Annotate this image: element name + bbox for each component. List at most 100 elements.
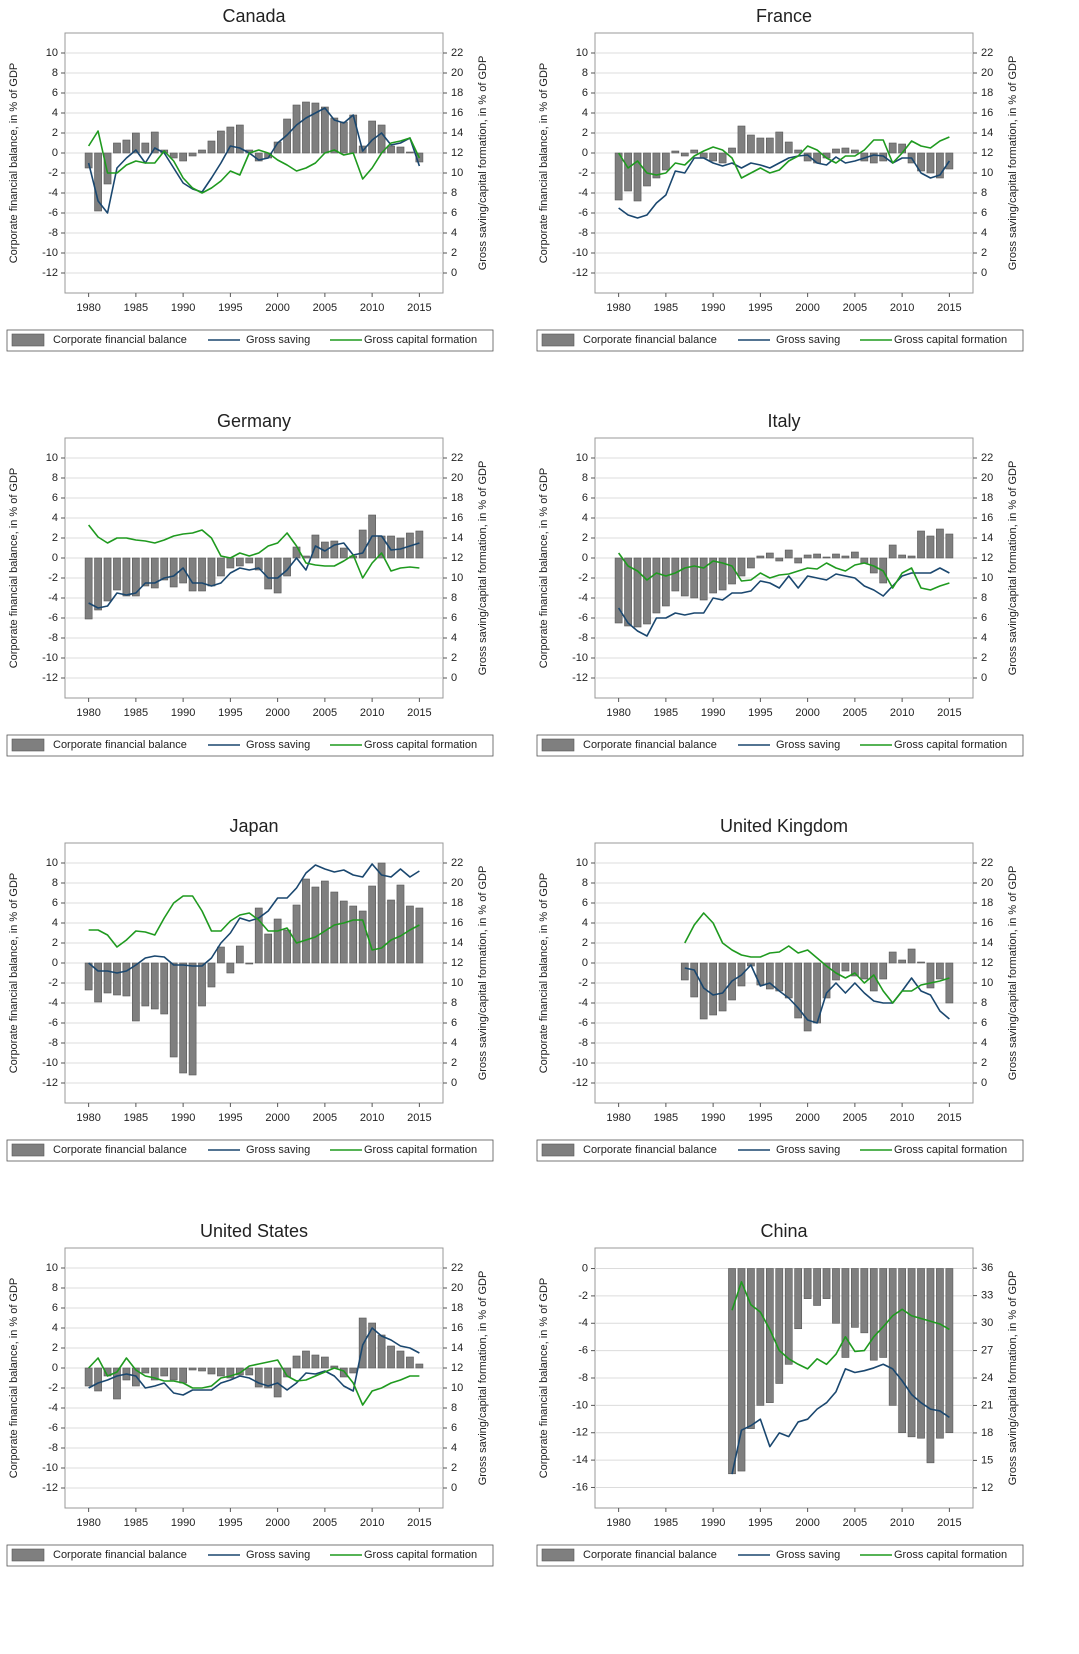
y2-tick-label: 16 bbox=[981, 512, 993, 524]
x-tick-label: 1990 bbox=[171, 1112, 195, 1124]
y-axis-title: Corporate financial balance, in % of GDP bbox=[538, 873, 550, 1074]
bar bbox=[150, 557, 159, 589]
y-tick-label: 6 bbox=[52, 1302, 58, 1314]
plot-area bbox=[594, 842, 974, 1104]
plot-area bbox=[64, 1247, 444, 1509]
x-tick-label: 2010 bbox=[890, 302, 914, 314]
y-tick-label: -2 bbox=[578, 1290, 588, 1302]
legend-box bbox=[6, 734, 494, 757]
bar bbox=[765, 552, 774, 559]
bar bbox=[150, 962, 159, 1010]
bar bbox=[339, 547, 348, 559]
y2-axis-title: Gross saving/capital formation, in % of … bbox=[1007, 461, 1019, 676]
chart-title: United States bbox=[200, 1221, 308, 1241]
y2-tick-label: 6 bbox=[981, 612, 987, 624]
bar bbox=[292, 104, 301, 154]
legend-label: Gross saving bbox=[246, 739, 310, 751]
chart-panel: Germany Corporate financial balance, in %… bbox=[6, 411, 494, 757]
bar bbox=[652, 152, 661, 179]
y-tick-label: 10 bbox=[46, 1262, 58, 1274]
bar bbox=[737, 125, 746, 154]
y2-tick-label: 16 bbox=[451, 512, 463, 524]
bar bbox=[377, 1334, 386, 1369]
y-tick-label: -12 bbox=[572, 1077, 588, 1089]
bar bbox=[302, 101, 310, 154]
y-tick-label: -8 bbox=[48, 227, 58, 239]
y2-tick-label: 20 bbox=[451, 1282, 463, 1294]
y-tick-label: 10 bbox=[576, 47, 588, 59]
y2-tick-label: 14 bbox=[451, 532, 463, 544]
bar bbox=[794, 557, 803, 564]
y2-tick-label: 2 bbox=[451, 1057, 457, 1069]
bar bbox=[926, 962, 935, 989]
y2-tick-label: 30 bbox=[981, 1317, 993, 1329]
y2-tick-label: 8 bbox=[451, 1402, 457, 1414]
x-tick-label: 1980 bbox=[606, 1517, 630, 1529]
line bbox=[88, 524, 420, 579]
bar bbox=[690, 557, 699, 599]
bar bbox=[122, 557, 131, 597]
x-tick-label: 1990 bbox=[701, 1517, 725, 1529]
y2-tick-label: 18 bbox=[981, 87, 993, 99]
y2-tick-label: 12 bbox=[451, 1362, 463, 1374]
y-tick-label: 8 bbox=[582, 472, 588, 484]
y2-tick-label: 22 bbox=[981, 452, 993, 464]
y-tick-label: -6 bbox=[48, 1017, 58, 1029]
line bbox=[88, 535, 420, 609]
legend-label: Gross saving bbox=[776, 1549, 840, 1561]
legend-label: Gross saving bbox=[246, 334, 310, 346]
x-tick-label: 2005 bbox=[313, 707, 337, 719]
y-tick-label: 4 bbox=[52, 917, 58, 929]
x-tick-label: 1990 bbox=[701, 302, 725, 314]
bar bbox=[680, 152, 689, 157]
y-tick-label: 10 bbox=[46, 47, 58, 59]
y-tick-label: 4 bbox=[582, 917, 588, 929]
y2-axis-title: Gross saving/capital formation, in % of … bbox=[477, 866, 489, 1081]
y2-tick-label: 4 bbox=[451, 1442, 457, 1454]
y2-tick-label: 2 bbox=[981, 1057, 987, 1069]
legend-label: Gross saving bbox=[246, 1549, 310, 1561]
x-tick-label: 2015 bbox=[937, 1517, 961, 1529]
y-tick-label: 0 bbox=[52, 957, 58, 969]
bar bbox=[283, 929, 291, 964]
bar bbox=[245, 962, 254, 965]
plot-area bbox=[594, 32, 974, 294]
y-tick-label: 0 bbox=[582, 957, 588, 969]
y-tick-label: 2 bbox=[52, 127, 58, 139]
bar bbox=[624, 152, 632, 192]
bar bbox=[169, 962, 178, 1058]
bar bbox=[936, 528, 944, 559]
bar bbox=[907, 555, 916, 559]
bar bbox=[784, 1268, 793, 1365]
bar bbox=[358, 910, 367, 964]
plot-area bbox=[594, 437, 974, 699]
y-tick-label: -8 bbox=[578, 227, 588, 239]
y2-tick-label: 16 bbox=[451, 917, 463, 929]
y2-tick-label: 8 bbox=[981, 997, 987, 1009]
x-tick-label: 2015 bbox=[407, 302, 431, 314]
bar bbox=[860, 962, 869, 980]
bar bbox=[415, 907, 424, 964]
y-tick-label: 10 bbox=[46, 857, 58, 869]
bar bbox=[217, 1367, 225, 1377]
legend-label: Gross capital formation bbox=[894, 1549, 1007, 1561]
y-tick-label: -8 bbox=[48, 1442, 58, 1454]
bar bbox=[406, 905, 414, 964]
bar bbox=[737, 1268, 746, 1472]
bar bbox=[339, 1367, 348, 1378]
bar bbox=[888, 142, 897, 154]
bar bbox=[113, 142, 121, 154]
y2-tick-label: 18 bbox=[451, 492, 463, 504]
y-tick-label: -10 bbox=[42, 247, 58, 259]
bar bbox=[917, 961, 925, 964]
legend-label: Gross capital formation bbox=[894, 739, 1007, 751]
bar bbox=[869, 1268, 878, 1361]
bar bbox=[718, 962, 727, 1012]
bar bbox=[132, 132, 140, 154]
x-tick-label: 2000 bbox=[265, 707, 289, 719]
plot-area bbox=[64, 32, 444, 294]
bar bbox=[879, 152, 888, 162]
bar bbox=[624, 557, 632, 627]
y-tick-label: 0 bbox=[582, 147, 588, 159]
y-tick-label: 10 bbox=[576, 452, 588, 464]
